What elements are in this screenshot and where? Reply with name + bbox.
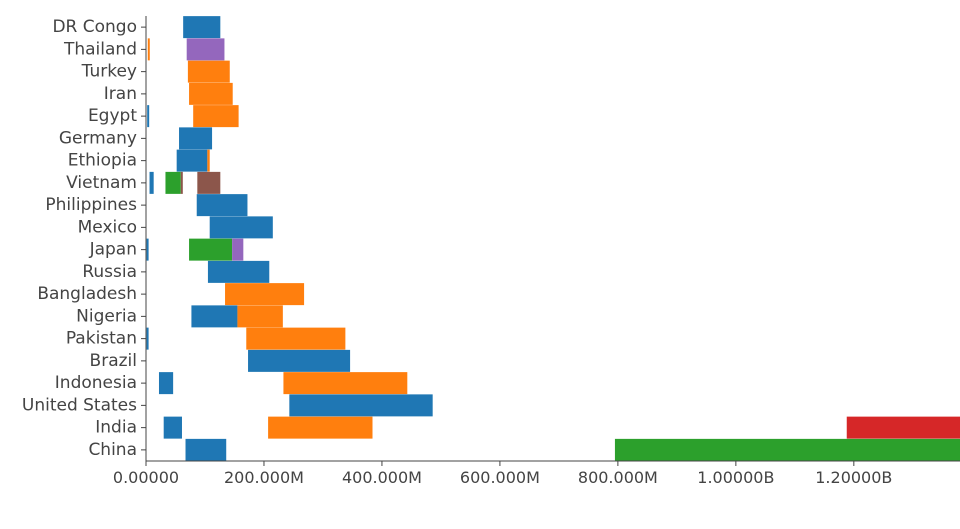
- bar-segment-brazil-25: [248, 349, 351, 372]
- bar-segment-china-33: [614, 438, 960, 461]
- bar-segment-ethiopia-9: [207, 149, 210, 172]
- bar-segment-mexico-15: [209, 216, 273, 239]
- y-tick-label-russia: Russia: [82, 262, 137, 282]
- bar-segment-philippines-14: [196, 194, 248, 217]
- bar-segment-thailand-2: [186, 38, 225, 61]
- bars-layer: [146, 16, 960, 461]
- y-tick-label-germany: Germany: [59, 128, 137, 148]
- bar-segment-egypt-5: [147, 105, 150, 128]
- bar-segment-india-29: [163, 416, 182, 439]
- y-tick-label-bangladesh: Bangladesh: [37, 284, 137, 304]
- bar-segment-ethiopia-8: [176, 149, 208, 172]
- y-tick-label-united-states: United States: [22, 395, 137, 415]
- x-tick-label-0: 0.00000: [113, 468, 179, 487]
- x-tick-label-3: 600.000M: [460, 468, 540, 487]
- bar-segment-vietnam-12: [180, 171, 183, 194]
- x-tick-label-2: 400.000M: [342, 468, 422, 487]
- bar-segment-china-32: [185, 438, 227, 461]
- y-tick-label-turkey: Turkey: [81, 62, 137, 82]
- bar-segment-thailand-1: [147, 38, 150, 61]
- bar-segment-turkey-3: [187, 60, 230, 83]
- y-tick-label-dr-congo: DR Congo: [52, 17, 137, 37]
- bar-segment-bangladesh-20: [225, 283, 305, 306]
- bar-segment-india-30: [268, 416, 373, 439]
- y-tick-label-brazil: Brazil: [90, 351, 137, 371]
- bar-segment-nigeria-22: [237, 305, 283, 328]
- bar-segment-japan-17: [189, 238, 233, 261]
- bar-segment-pakistan-23: [146, 327, 149, 350]
- bar-segment-vietnam-10: [149, 171, 154, 194]
- x-tick-label-5: 1.00000B: [697, 468, 774, 487]
- bar-segment-pakistan-24: [246, 327, 346, 350]
- bar-segment-vietnam-13: [197, 171, 221, 194]
- bar-segment-russia-19: [207, 260, 270, 283]
- y-tick-label-pakistan: Pakistan: [66, 329, 137, 349]
- y-tick-label-nigeria: Nigeria: [76, 306, 137, 326]
- y-tick-label-egypt: Egypt: [88, 106, 137, 126]
- x-tick-label-1: 200.000M: [224, 468, 304, 487]
- y-tick-label-japan: Japan: [89, 240, 137, 260]
- y-tick-label-iran: Iran: [104, 84, 137, 104]
- y-tick-label-india: India: [95, 418, 137, 438]
- bar-segment-indonesia-27: [283, 372, 408, 395]
- y-tick-label-china: China: [88, 440, 137, 460]
- y-tick-label-vietnam: Vietnam: [66, 173, 137, 193]
- bar-segment-egypt-6: [193, 105, 239, 128]
- y-tick-label-thailand: Thailand: [63, 39, 137, 59]
- bar-segment-japan-16: [146, 238, 149, 261]
- y-tick-label-indonesia: Indonesia: [55, 373, 137, 393]
- x-tick-label-4: 800.000M: [578, 468, 658, 487]
- bar-segment-germany-7: [179, 127, 213, 150]
- bar-segment-nigeria-21: [191, 305, 238, 328]
- bar-segment-united-states-28: [289, 394, 433, 417]
- bar-segment-indonesia-26: [158, 372, 174, 395]
- x-tick-label-6: 1.20000B: [815, 468, 892, 487]
- y-tick-label-mexico: Mexico: [78, 217, 137, 237]
- bar-segment-dr-congo-0: [183, 16, 221, 39]
- y-tick-label-ethiopia: Ethiopia: [68, 151, 137, 171]
- bar-segment-iran-4: [189, 82, 233, 105]
- x-axis: 0.00000 200.000M 400.000M 600.000M 800.000M 1…: [113, 460, 960, 487]
- bar-segment-japan-18: [232, 238, 244, 261]
- y-tick-label-philippines: Philippines: [45, 195, 137, 215]
- bar-segment-vietnam-11: [165, 171, 181, 194]
- bar-segment-india-31: [846, 416, 960, 439]
